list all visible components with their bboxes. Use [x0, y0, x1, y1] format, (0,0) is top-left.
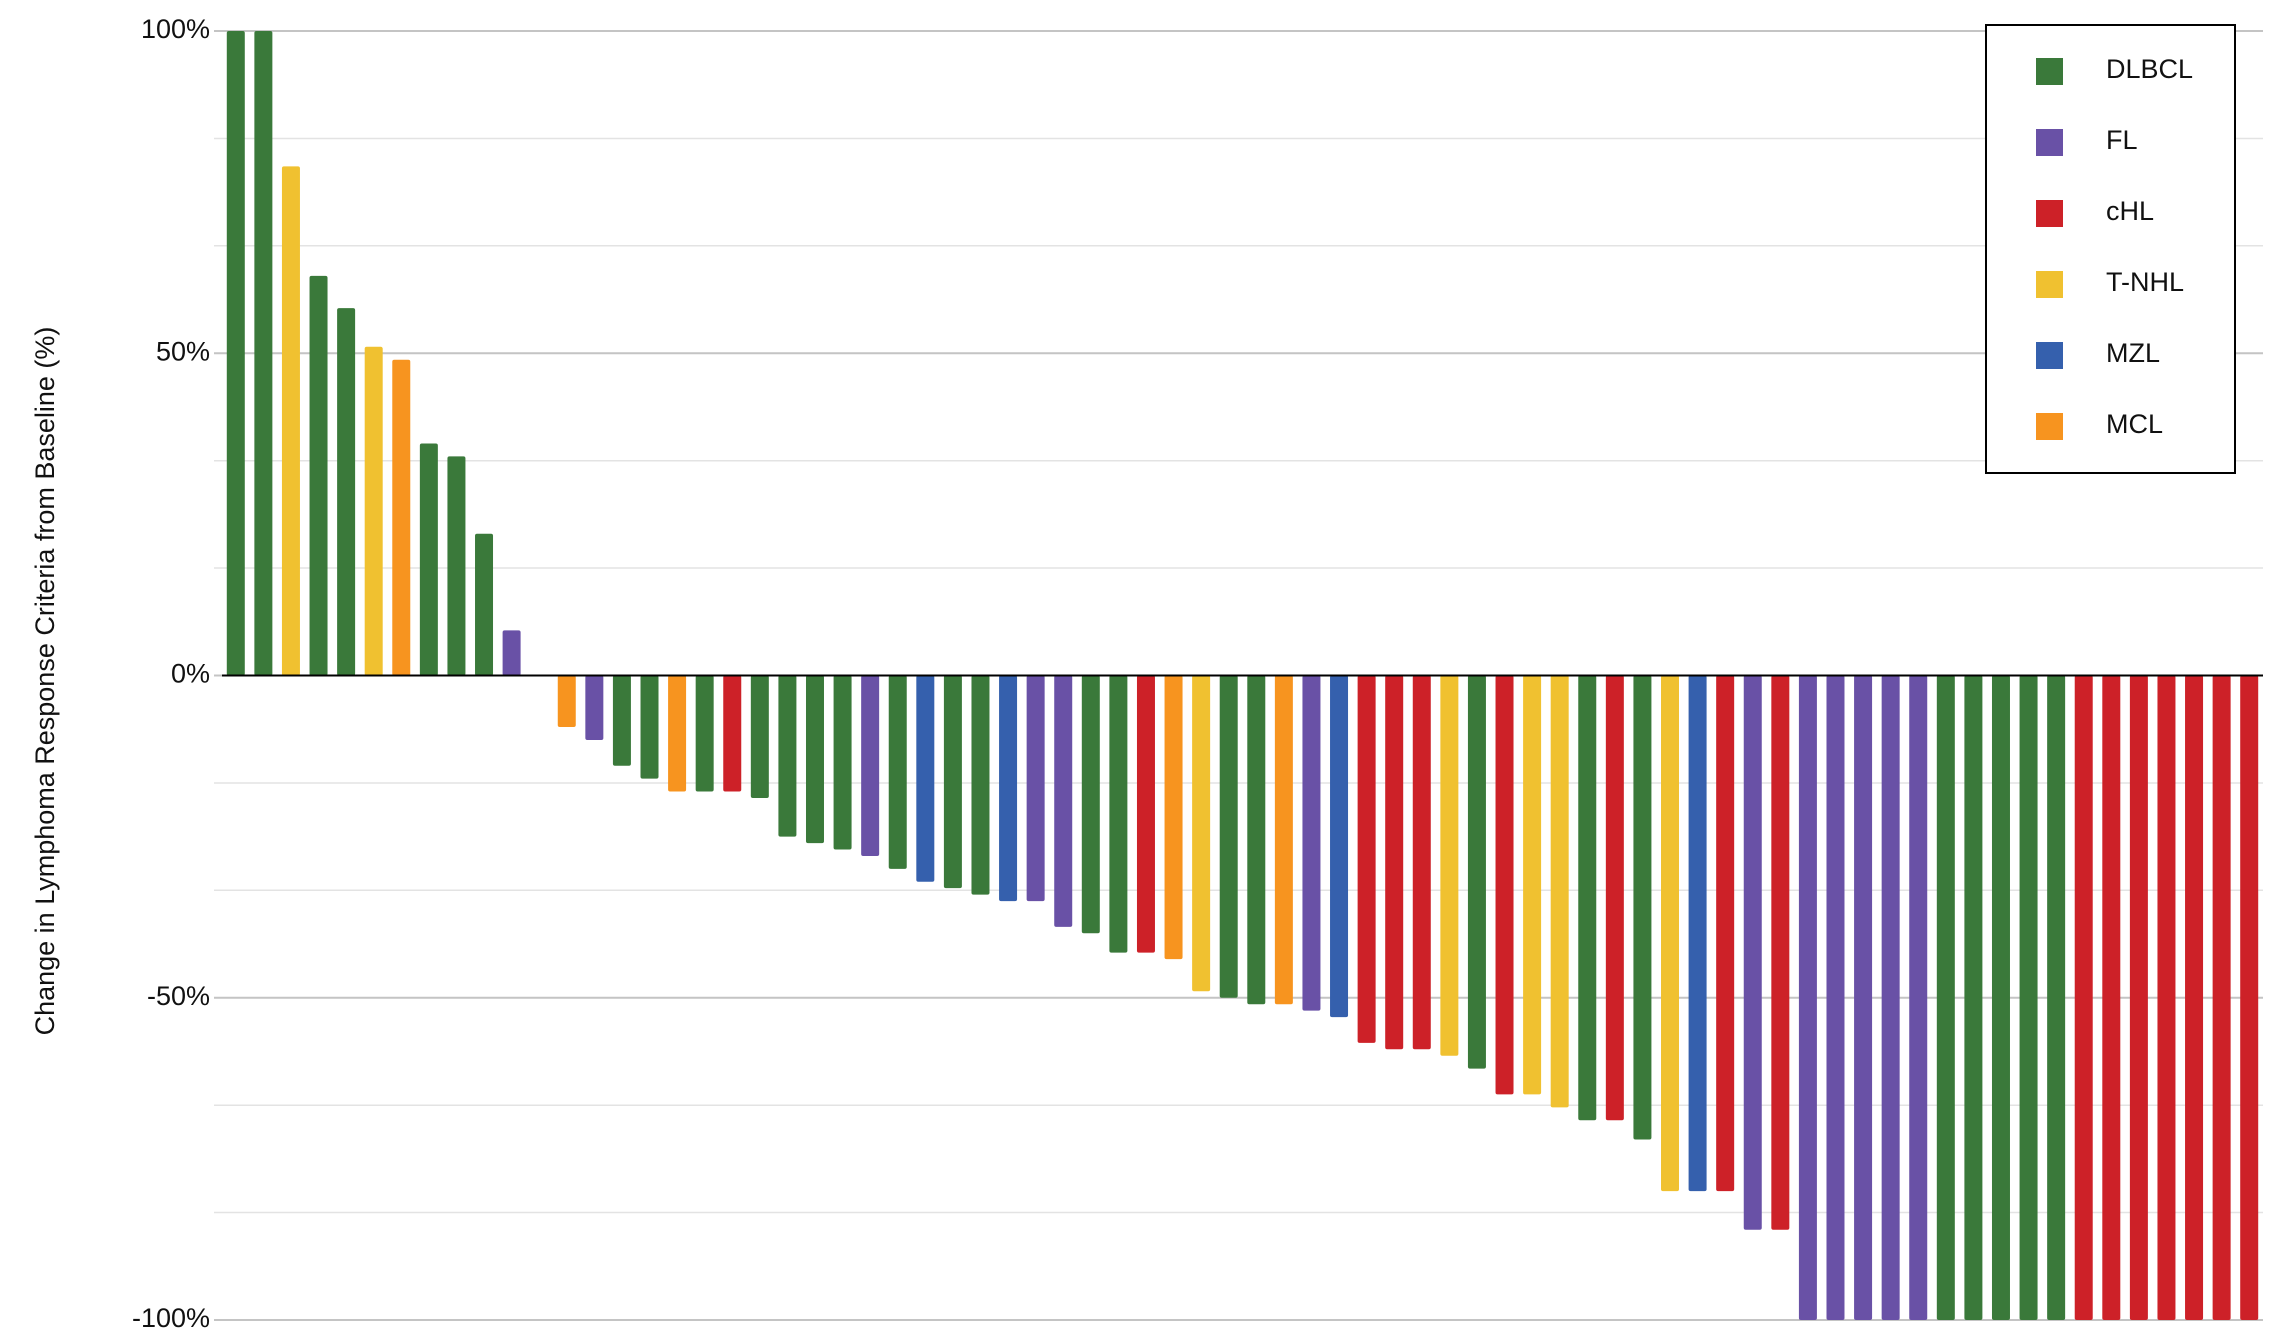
bar — [1633, 675, 1652, 1140]
bar — [254, 31, 273, 676]
bar — [1109, 675, 1128, 953]
legend-label: MCL — [2106, 409, 2163, 439]
bar — [668, 675, 687, 792]
y-tick-label: 50% — [156, 336, 210, 366]
bar — [1523, 675, 1542, 1095]
bar — [971, 675, 990, 895]
bar — [1881, 675, 1900, 1320]
bar — [1578, 675, 1597, 1121]
bar — [281, 166, 300, 676]
bar — [1247, 675, 1266, 1005]
y-tick-label: 100% — [141, 14, 210, 44]
bar — [1743, 675, 1762, 1230]
bar — [419, 443, 438, 676]
bar — [1964, 675, 1983, 1320]
legend-swatch — [2036, 129, 2063, 156]
bar — [1385, 675, 1404, 1050]
bar — [778, 675, 797, 837]
bar — [1798, 675, 1817, 1320]
bar — [888, 675, 907, 869]
bar — [226, 31, 245, 676]
bar — [1219, 675, 1238, 998]
bar — [1909, 675, 1928, 1320]
bar — [2240, 675, 2259, 1320]
bar — [2074, 675, 2093, 1320]
bar — [1771, 675, 1790, 1230]
bar — [943, 675, 962, 889]
bar — [640, 675, 659, 779]
bar — [999, 675, 1018, 902]
y-tick-label: -50% — [147, 981, 210, 1011]
legend-label: T-NHL — [2106, 267, 2184, 297]
bar — [2047, 675, 2066, 1320]
bar — [1854, 675, 1873, 1320]
bar — [1605, 675, 1624, 1121]
bar — [447, 456, 466, 676]
bar — [475, 533, 494, 676]
bar — [805, 675, 824, 844]
bar — [695, 675, 714, 792]
bar — [833, 675, 852, 850]
legend-label: MZL — [2106, 338, 2160, 368]
legend-swatch — [2036, 200, 2063, 227]
bar — [1192, 675, 1211, 992]
bar — [1081, 675, 1100, 934]
bar — [2157, 675, 2176, 1320]
bar — [1136, 675, 1155, 953]
legend-label: DLBCL — [2106, 54, 2193, 84]
bar — [723, 675, 742, 792]
bar — [1330, 675, 1349, 1018]
bar — [1991, 675, 2010, 1320]
bar — [309, 275, 328, 676]
bar — [2212, 675, 2231, 1320]
legend-swatch — [2036, 271, 2063, 298]
bar — [1661, 675, 1680, 1192]
legend-swatch — [2036, 413, 2063, 440]
bar — [1026, 675, 1045, 902]
bar — [1164, 675, 1183, 960]
bar — [1495, 675, 1514, 1095]
bar — [1357, 675, 1376, 1043]
bar — [2185, 675, 2204, 1320]
bar — [557, 675, 576, 728]
bar — [750, 675, 769, 798]
bar — [1716, 675, 1735, 1192]
bar — [364, 346, 383, 676]
y-tick-label: 0% — [171, 659, 210, 689]
bar — [585, 675, 604, 740]
bar — [1054, 675, 1073, 927]
bar — [1440, 675, 1459, 1056]
bar — [1936, 675, 1955, 1320]
bar — [2019, 675, 2038, 1320]
legend-label: FL — [2106, 125, 2138, 155]
bar — [916, 675, 935, 882]
bar — [1550, 675, 1569, 1108]
legend-label: cHL — [2106, 196, 2154, 226]
y-tick-label: -100% — [132, 1303, 210, 1333]
bar — [1826, 675, 1845, 1320]
bar — [1412, 675, 1431, 1050]
legend-box — [1985, 24, 2236, 474]
bar — [861, 675, 880, 856]
legend-swatch — [2036, 58, 2063, 85]
bar — [1467, 675, 1486, 1069]
bar — [1302, 675, 1321, 1011]
legend-swatch — [2036, 342, 2063, 369]
bar — [1688, 675, 1707, 1192]
y-axis-title: Change in Lymphoma Response Criteria fro… — [30, 327, 60, 1036]
bar — [502, 630, 521, 676]
bar — [612, 675, 631, 766]
bar — [392, 359, 411, 676]
bar — [2102, 675, 2121, 1320]
bar — [337, 308, 356, 676]
bar — [1274, 675, 1293, 1005]
bar — [2129, 675, 2148, 1320]
